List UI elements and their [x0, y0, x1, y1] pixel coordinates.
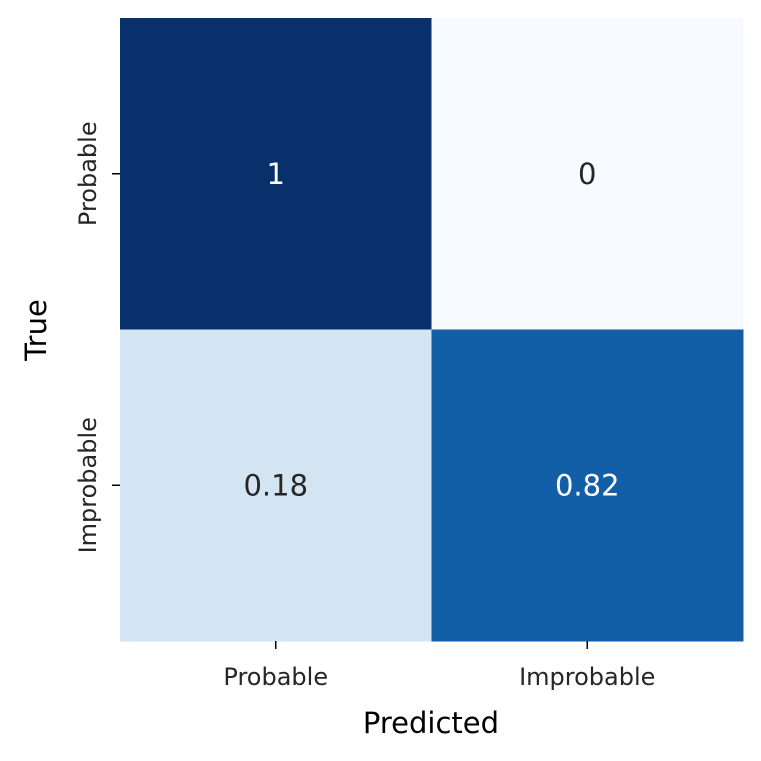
heatmap-cell-r0-c1 [431, 18, 744, 330]
x-tick-label: Probable [223, 663, 328, 691]
x-axis-title: Predicted [363, 706, 499, 740]
heatmap-cell-r0-c0 [120, 18, 432, 330]
y-axis-title: True [19, 299, 53, 362]
heatmap-cell-r1-c0 [120, 329, 432, 642]
y-axis-ticks: Probable Improbable [74, 121, 120, 553]
x-tick-label: Improbable [519, 663, 655, 691]
x-axis-ticks: Probable Improbable [223, 641, 655, 691]
heatmap-cell-r1-c1 [431, 329, 744, 642]
cell-value-label: 0.82 [555, 468, 620, 502]
y-tick-label: Probable [74, 121, 102, 226]
cell-value-label: 0 [578, 157, 596, 191]
heatmap-cells: 1 0 0.18 0.82 [120, 18, 744, 642]
y-tick-label: Improbable [74, 417, 102, 553]
cell-value-label: 1 [267, 157, 285, 191]
cell-value-label: 0.18 [243, 468, 308, 502]
